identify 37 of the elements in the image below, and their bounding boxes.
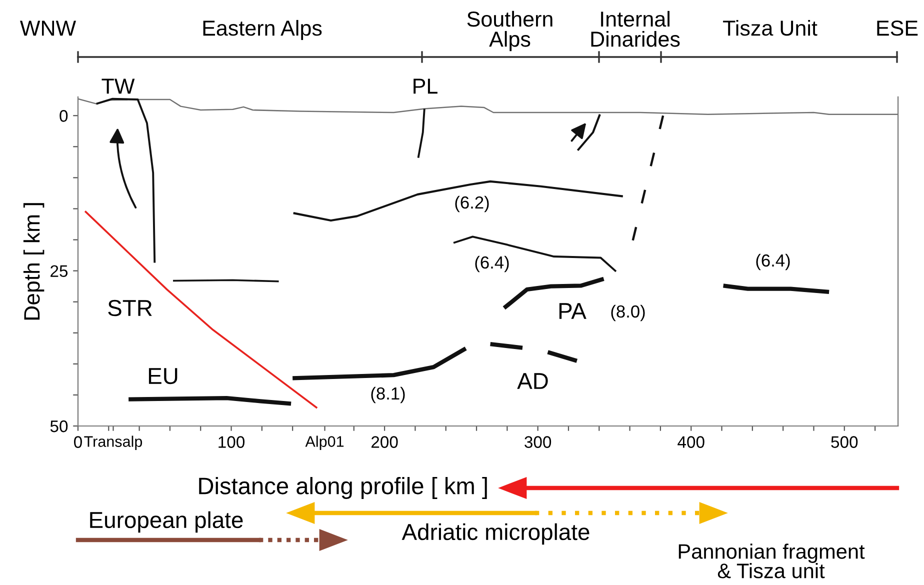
line-series [95,98,156,264]
text: PL [414,78,438,94]
line-series [84,210,318,409]
annotation: AD [517,373,548,389]
line-series [292,180,624,222]
x-tick-label: 100 [218,436,245,448]
x-tick-label: Alp01 [305,436,344,450]
text: Adriatic microplate [402,523,590,545]
y-axis-title: Depth [ km ] [23,203,44,320]
y-tick-label: 0 [60,110,68,122]
annotation: (8.0) [611,304,645,322]
text: TW [102,78,135,94]
text: ESE [877,20,918,36]
annotation: (6.4) [756,254,790,270]
x-tick-label: 0 [74,436,82,448]
annotation: (8.1) [371,386,405,404]
annotation: (6.2) [455,196,489,212]
x-axis-title: Distance along profile [ km ] [199,476,487,500]
line-series [452,236,617,272]
annotation: PA [559,303,586,319]
x-tick-label: 200 [371,436,398,448]
text: European plate [90,511,243,533]
text: Pannonian fragment & Tisza unit [678,544,865,578]
annotation: (6.4) [475,256,509,272]
text: Southern Alps [467,10,552,52]
y-tick-label: 25 [50,265,68,278]
text: Eastern Alps [203,20,322,40]
text: WNW [20,20,76,36]
annotation: STR [108,300,152,316]
x-tick-label: 300 [524,436,552,448]
y-tick-label: 50 [50,420,68,432]
annotation: EU [148,368,178,384]
x-tick-label: 400 [678,436,704,448]
x-tick-label: 500 [831,436,858,448]
text: Internal Dinarides [591,10,680,47]
x-tick-label: Transalp [84,436,142,450]
text: Tisza Unit [723,20,818,36]
